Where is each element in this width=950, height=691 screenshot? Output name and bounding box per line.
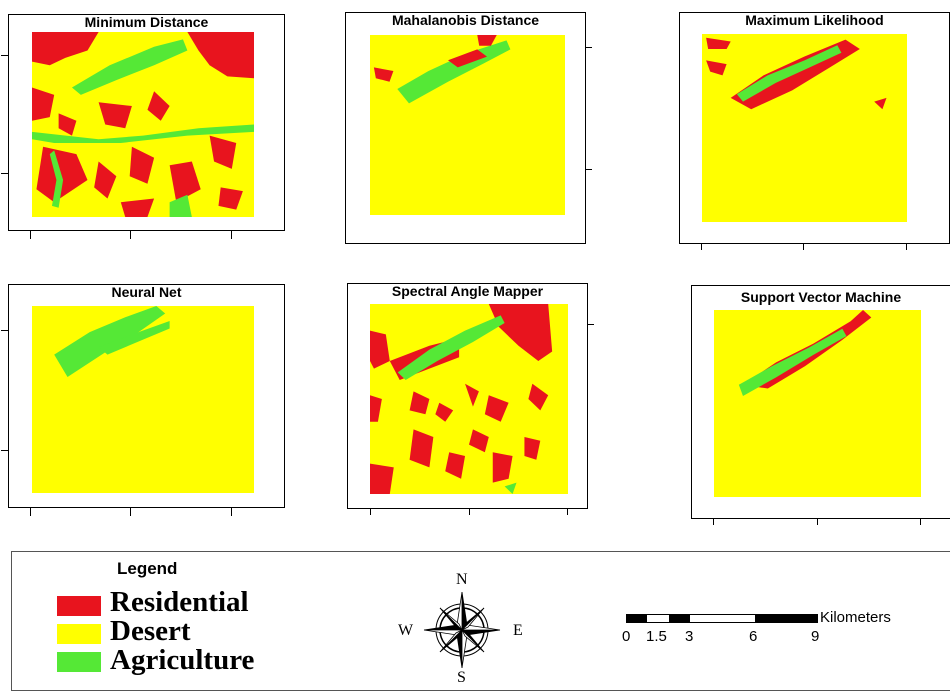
axis-tick — [906, 244, 907, 250]
legend-label-desert: Desert — [110, 615, 191, 647]
scale-tick-label: 1.5 — [646, 628, 667, 645]
axis-tick — [231, 231, 232, 239]
axis-tick — [1, 450, 9, 451]
panel-title: Support Vector Machine — [740, 289, 902, 305]
axis-tick — [713, 519, 714, 525]
classification-map — [702, 34, 907, 222]
axis-tick — [701, 244, 702, 250]
legend-label-agriculture: Agriculture — [110, 644, 255, 676]
compass-east-label: E — [513, 622, 523, 639]
scale-segment — [755, 615, 817, 622]
axis-tick — [1, 55, 9, 56]
compass-north-label: N — [456, 571, 468, 588]
axis-tick — [30, 231, 31, 239]
classification-map — [32, 306, 254, 493]
map-panel-maximum-likelihood: Maximum Likelihood — [679, 12, 950, 250]
axis-tick — [30, 508, 31, 516]
legend-title: Legend — [117, 559, 178, 578]
axis-tick — [586, 169, 592, 170]
axis-tick — [588, 324, 594, 325]
axis-tick — [817, 519, 818, 525]
compass-south-label: S — [457, 669, 466, 686]
map-panel-minimum-distance: Minimum Distance — [1, 14, 285, 239]
map-panel-support-vector-machine: Support Vector Machine — [691, 285, 950, 525]
axis-tick — [469, 509, 470, 515]
scale-segment — [669, 615, 690, 622]
scale-bar — [626, 614, 818, 623]
legend-swatch-agriculture — [57, 652, 101, 672]
axis-tick — [803, 244, 804, 250]
scale-tick-label: 0 — [622, 628, 631, 645]
scale-tick-label: 3 — [685, 628, 694, 645]
scale-tick-label: 9 — [811, 628, 820, 645]
axis-tick — [231, 508, 232, 516]
legend-label-residential: Residential — [110, 586, 249, 618]
axis-tick — [1, 330, 9, 331]
axis-tick — [130, 508, 131, 516]
classification-map — [32, 32, 254, 217]
legend-swatch-residential — [57, 596, 101, 616]
map-panel-neural-net: Neural Net — [1, 284, 285, 516]
classification-map — [370, 35, 565, 215]
panel-title: Spectral Angle Mapper — [391, 283, 544, 299]
scale-segment — [627, 615, 647, 622]
axis-tick — [1, 173, 9, 174]
axis-tick — [567, 509, 568, 515]
map-panel-spectral-angle-mapper: Spectral Angle Mapper — [347, 283, 594, 515]
compass-west-label: W — [398, 622, 414, 639]
panel-title: Mahalanobis Distance — [391, 12, 540, 28]
axis-tick — [370, 509, 371, 515]
panel-title: Minimum Distance — [84, 14, 209, 30]
map-panel-mahalanobis-distance: Mahalanobis Distance — [345, 12, 592, 244]
axis-tick — [920, 519, 921, 525]
scale-tick-label: 6 — [749, 628, 758, 645]
scale-unit-label: Kilometers — [820, 609, 891, 626]
classification-map — [370, 304, 568, 494]
axis-tick — [130, 231, 131, 239]
legend-swatch-desert — [57, 624, 101, 644]
panel-title: Maximum Likelihood — [745, 12, 884, 28]
classification-map — [714, 310, 921, 497]
panel-title: Neural Net — [111, 284, 182, 300]
compass-rose-icon — [423, 591, 501, 669]
axis-tick — [586, 47, 592, 48]
